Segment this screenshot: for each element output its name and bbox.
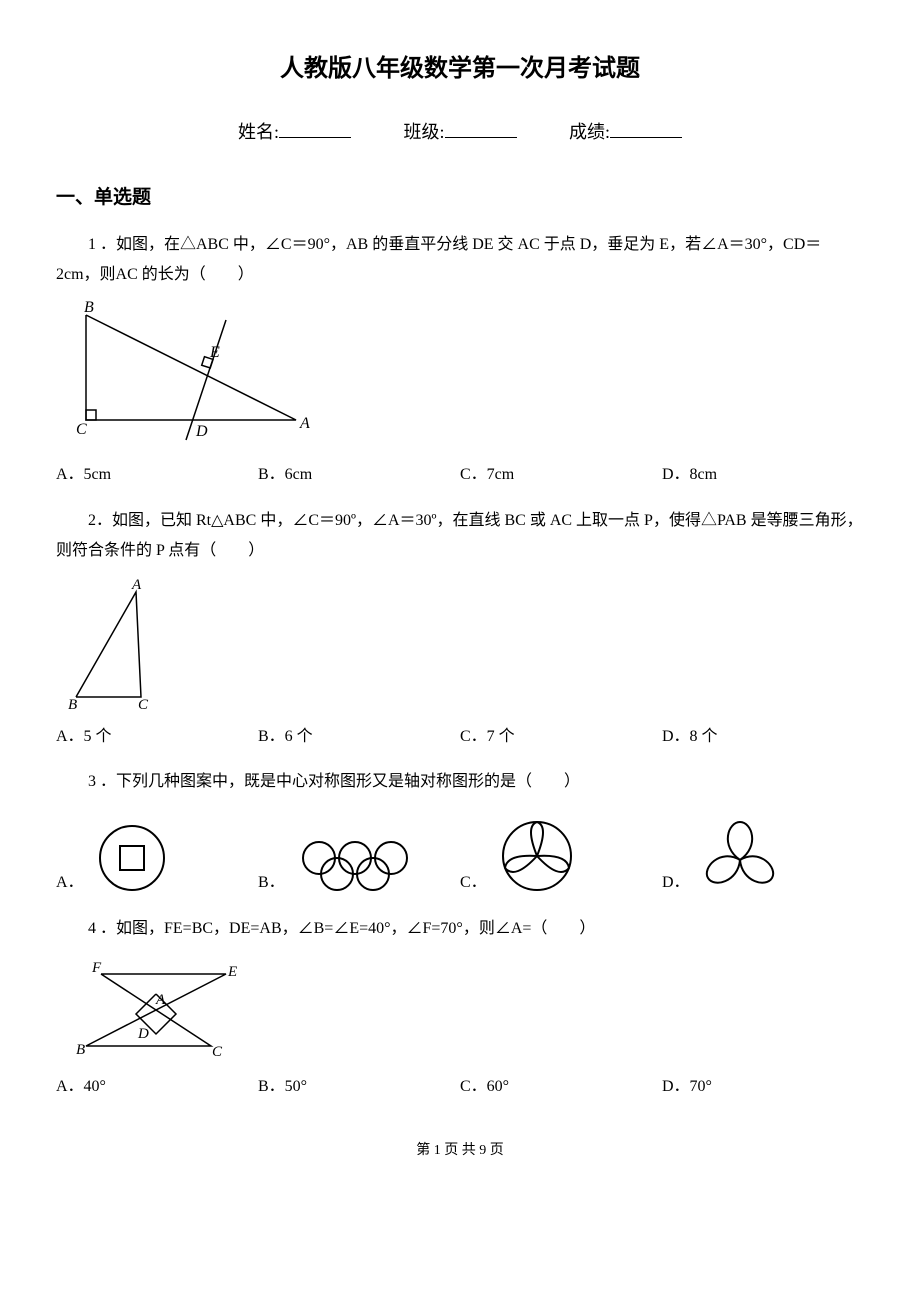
olympic-rings-icon xyxy=(295,836,415,896)
q4-optD: D．70° xyxy=(662,1074,864,1100)
q2-optC: C．7 个 xyxy=(460,724,662,750)
q2-options: A．5 个 B．6 个 C．7 个 D．8 个 xyxy=(56,724,864,750)
q1-optC: C．7cm xyxy=(460,462,662,488)
page-footer: 第 1 页 共 9 页 xyxy=(56,1140,864,1162)
q4-options: A．40° B．50° C．60° D．70° xyxy=(56,1074,864,1100)
q2-optA: A．5 个 xyxy=(56,724,258,750)
q3-optC: C． xyxy=(460,816,662,896)
q4-text: 4 ．如图，FE=BC，DE=AB，∠B=∠E=40°，∠F=70°，则∠A=（… xyxy=(56,914,864,944)
svg-text:A: A xyxy=(155,992,166,1008)
score-blank[interactable] xyxy=(610,119,682,138)
q1-optD: D．8cm xyxy=(662,462,864,488)
svg-text:E: E xyxy=(227,964,237,980)
score-label: 成绩: xyxy=(569,122,610,142)
q2-text: 2．如图，已知 Rt△ABC 中，∠C＝90º，∠A＝30º，在直线 BC 或 … xyxy=(56,506,864,567)
q3-optB-label: B． xyxy=(258,870,285,896)
q1-figure: B E C D A xyxy=(56,300,864,450)
section-heading: 一、单选题 xyxy=(56,183,864,213)
svg-text:F: F xyxy=(91,960,102,976)
q3-optD-label: D． xyxy=(662,870,690,896)
class-label: 班级: xyxy=(403,122,444,142)
q4-figure: F E A D B C xyxy=(56,954,864,1062)
svg-text:C: C xyxy=(212,1044,223,1060)
q3-optC-label: C． xyxy=(460,870,487,896)
q1-text: 1 ．如图，在△ABC 中，∠C＝90°，AB 的垂直平分线 DE 交 AC 于… xyxy=(56,230,864,291)
svg-text:D: D xyxy=(137,1026,149,1042)
q3-optD: D． xyxy=(662,816,864,896)
svg-text:C: C xyxy=(76,421,87,438)
svg-text:B: B xyxy=(68,697,77,712)
page-title: 人教版八年级数学第一次月考试题 xyxy=(56,50,864,88)
name-blank[interactable] xyxy=(279,119,351,138)
q1-options: A．5cm B．6cm C．7cm D．8cm xyxy=(56,462,864,488)
q2-figure: A B C xyxy=(56,577,864,712)
q4-optB: B．50° xyxy=(258,1074,460,1100)
page: 人教版八年级数学第一次月考试题 姓名: 班级: 成绩: 一、单选题 1 ．如图，… xyxy=(0,0,920,1192)
coin-square-icon xyxy=(94,820,170,896)
q2-optB: B．6 个 xyxy=(258,724,460,750)
q3-optB: B． xyxy=(258,836,460,896)
q4-optC: C．60° xyxy=(460,1074,662,1100)
three-petal-circle-icon xyxy=(497,816,577,896)
student-fields: 姓名: 班级: 成绩: xyxy=(56,118,864,147)
svg-text:E: E xyxy=(209,344,220,361)
q3-options: A． B． C． xyxy=(56,816,864,896)
q3-optA: A． xyxy=(56,820,258,896)
svg-text:A: A xyxy=(131,577,142,593)
svg-text:B: B xyxy=(76,1042,85,1058)
q4-optA: A．40° xyxy=(56,1074,258,1100)
trefoil-icon xyxy=(700,816,780,896)
svg-text:D: D xyxy=(195,423,208,440)
q3-text: 3 ．下列几种图案中，既是中心对称图形又是轴对称图形的是（ ） xyxy=(56,767,864,797)
svg-text:B: B xyxy=(84,300,94,316)
q2-optD: D．8 个 xyxy=(662,724,864,750)
q1-optA: A．5cm xyxy=(56,462,258,488)
class-blank[interactable] xyxy=(445,119,517,138)
name-label: 姓名: xyxy=(238,122,279,142)
svg-text:A: A xyxy=(299,415,310,432)
svg-text:C: C xyxy=(138,697,149,712)
q1-optB: B．6cm xyxy=(258,462,460,488)
q3-optA-label: A． xyxy=(56,870,84,896)
